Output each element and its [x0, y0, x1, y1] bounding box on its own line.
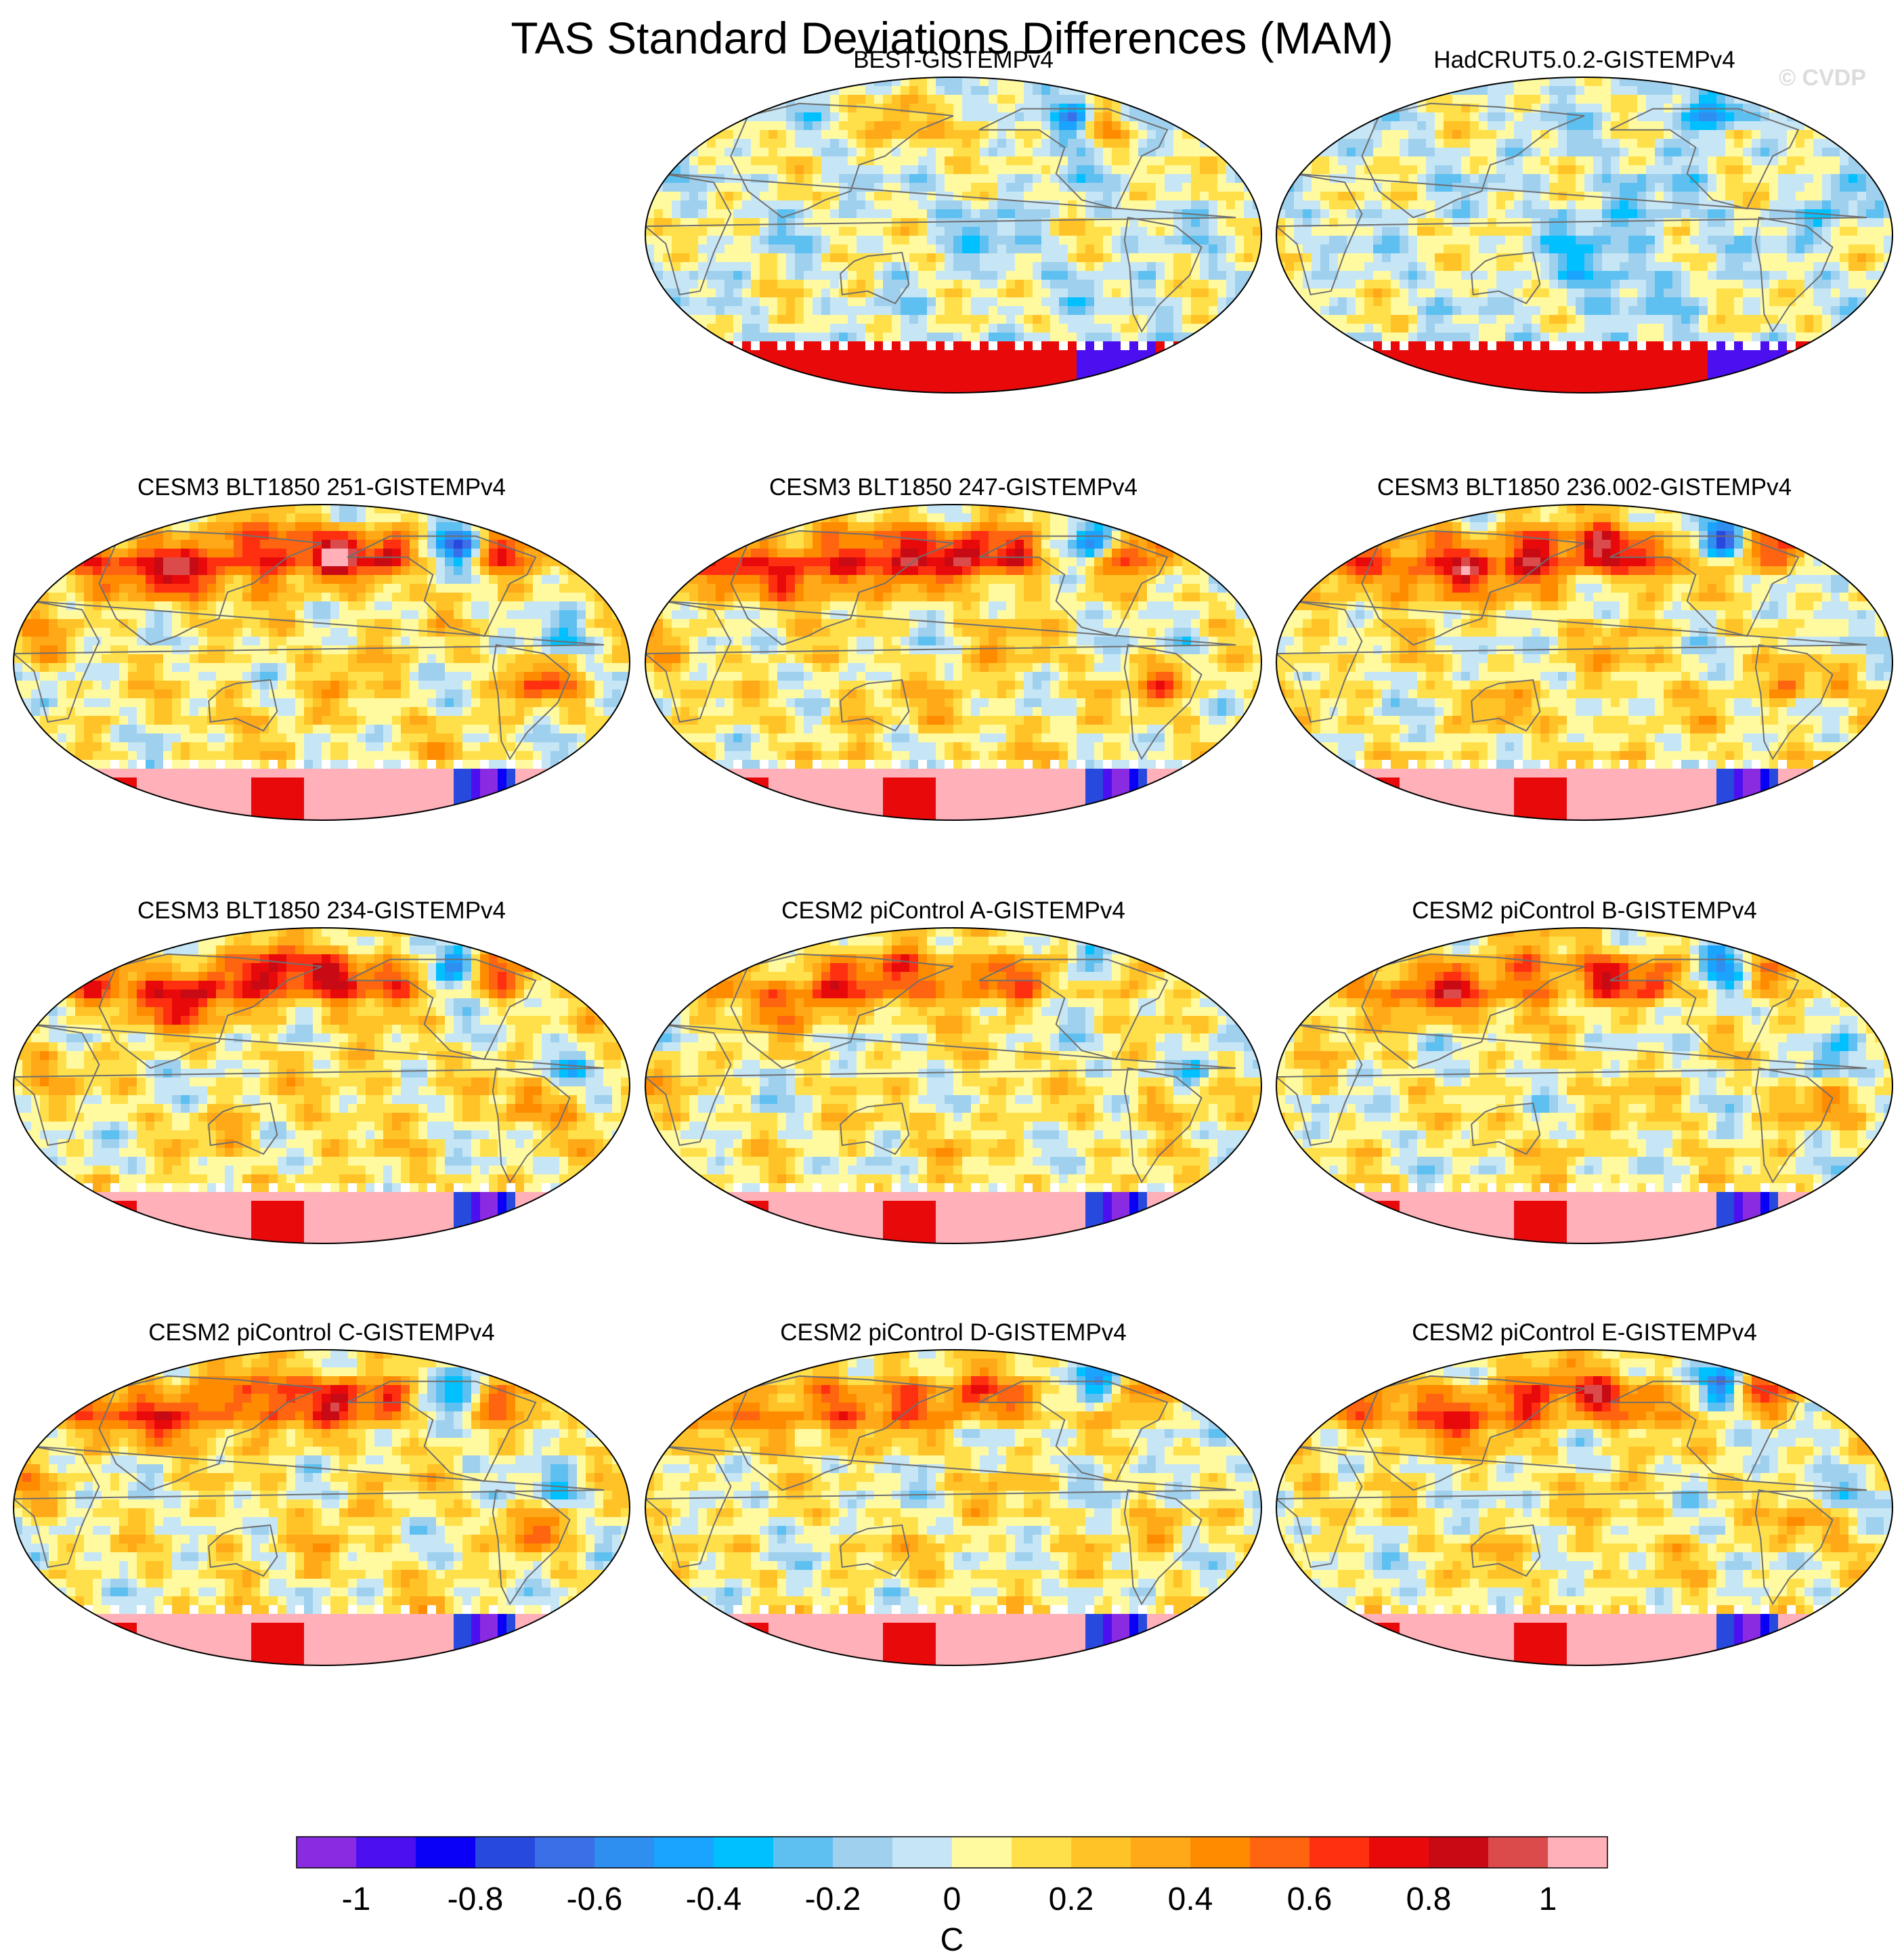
colorbar-tick-label: 0.6	[1287, 1881, 1333, 1917]
colorbar-segment	[714, 1837, 774, 1868]
colorbar-segment	[1310, 1837, 1370, 1868]
panel-title: CESM2 piControl B-GISTEMPv4	[1412, 897, 1757, 924]
colorbar-segment	[1488, 1837, 1549, 1868]
colorbar-segment	[1012, 1837, 1072, 1868]
colorbar-tick-label: 0.2	[1049, 1881, 1094, 1917]
colorbar-tick-label: 0.8	[1406, 1881, 1452, 1917]
map-panel: CESM3 BLT1850 236.002-GISTEMPv4	[1276, 474, 1893, 821]
colorbar-segment	[1250, 1837, 1310, 1868]
figure-title: TAS Standard Deviations Differences (MAM…	[0, 12, 1904, 64]
colorbar-segment	[833, 1837, 893, 1868]
map-panel: HadCRUT5.0.2-GISTEMPv4	[1276, 47, 1893, 393]
colorbar-tick-label: 0	[943, 1881, 961, 1917]
colorbar-segment	[416, 1837, 476, 1868]
colorbar-segment	[535, 1837, 595, 1868]
colorbar-segment	[297, 1837, 357, 1868]
colorbar-segment	[475, 1837, 536, 1868]
panel-title: CESM3 BLT1850 234-GISTEMPv4	[137, 897, 506, 924]
colorbar-segment	[1131, 1837, 1191, 1868]
colorbar-tick-label: -1	[342, 1881, 371, 1917]
panel-title: CESM2 piControl C-GISTEMPv4	[148, 1319, 495, 1346]
colorbar-tick-label: 0.4	[1168, 1881, 1213, 1917]
map-panel: CESM2 piControl B-GISTEMPv4	[1276, 897, 1893, 1244]
colorbar-segment	[892, 1837, 953, 1868]
colorbar-tick-label: 1	[1539, 1881, 1557, 1917]
colorbar-segment	[654, 1837, 714, 1868]
colorbar-segment	[594, 1837, 655, 1868]
panel-title: BEST-GISTEMPv4	[853, 47, 1054, 73]
panel-title: CESM3 BLT1850 251-GISTEMPv4	[137, 474, 506, 500]
colorbar-segment	[1548, 1837, 1608, 1868]
panel-title: CESM3 BLT1850 236.002-GISTEMPv4	[1377, 474, 1792, 500]
colorbar-tick-label: -0.8	[448, 1881, 504, 1917]
colorbar-segment	[1190, 1837, 1251, 1868]
map-field	[14, 505, 630, 820]
colorbar-segment	[1429, 1837, 1489, 1868]
colorbar-segment	[1369, 1837, 1429, 1868]
map-panel: CESM3 BLT1850 234-GISTEMPv4	[13, 897, 630, 1244]
map-panel: CESM3 BLT1850 251-GISTEMPv4	[13, 474, 630, 821]
panel-title: CESM2 piControl D-GISTEMPv4	[780, 1319, 1127, 1346]
colorbar-segment	[952, 1837, 1012, 1868]
map-field	[1276, 505, 1892, 820]
panel-title: CESM3 BLT1850 247-GISTEMPv4	[769, 474, 1138, 500]
map-panel: CESM2 piControl A-GISTEMPv4	[645, 897, 1262, 1244]
watermark: © CVDP	[1779, 65, 1866, 91]
map-panel: CESM2 piControl E-GISTEMPv4	[1276, 1319, 1893, 1666]
map-field	[1276, 77, 1892, 393]
panel-title: HadCRUT5.0.2-GISTEMPv4	[1433, 47, 1735, 73]
map-panel: CESM2 piControl C-GISTEMPv4	[13, 1319, 630, 1666]
colorbar-tick-label: -0.6	[567, 1881, 623, 1917]
colorbar-segment	[1071, 1837, 1131, 1868]
colorbar-units: C	[940, 1922, 964, 1958]
colorbar-tick-label: -0.2	[805, 1881, 861, 1917]
map-panel: CESM3 BLT1850 247-GISTEMPv4	[645, 474, 1262, 821]
colorbar-tick-label: -0.4	[686, 1881, 742, 1917]
map-panel: BEST-GISTEMPv4	[645, 47, 1262, 393]
map-panel: CESM2 piControl D-GISTEMPv4	[645, 1319, 1262, 1666]
colorbar-segment	[773, 1837, 834, 1868]
colorbar-segment	[356, 1837, 416, 1868]
panel-title: CESM2 piControl A-GISTEMPv4	[781, 897, 1125, 924]
panel-title: CESM2 piControl E-GISTEMPv4	[1412, 1319, 1757, 1346]
